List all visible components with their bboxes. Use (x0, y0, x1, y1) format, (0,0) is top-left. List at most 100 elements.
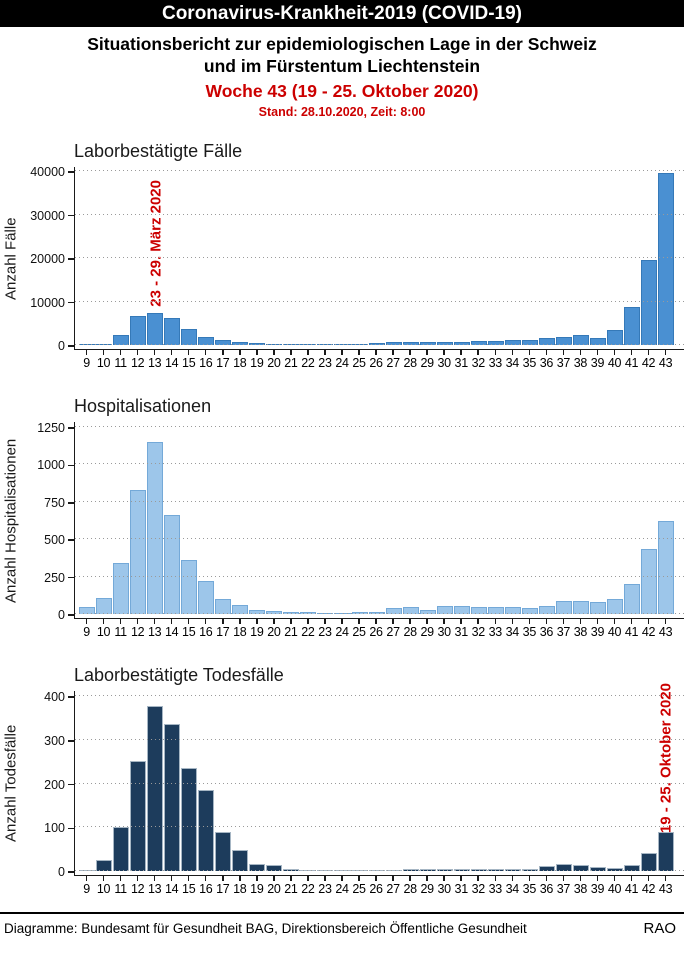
x-tick-week-28: 28 (402, 619, 419, 639)
x-tick-week-43: 43 (657, 350, 674, 370)
bar-week-10 (96, 860, 113, 871)
x-tick-week-21: 21 (282, 876, 299, 896)
x-tick-mark (494, 876, 497, 881)
x-tick-mark (528, 350, 531, 355)
x-tick-week-35: 35 (521, 876, 538, 896)
x-tick-week-14: 14 (163, 350, 180, 370)
bar-week-38 (572, 601, 589, 614)
bar-week-11 (113, 335, 130, 345)
x-tick-mark (153, 619, 156, 624)
bar-week-20 (266, 610, 283, 614)
bar-week-15 (181, 768, 198, 871)
x-tick-mark (426, 876, 428, 881)
x-tick-mark (222, 350, 224, 355)
x-tick-mark (119, 876, 122, 881)
bar-week-39 (589, 602, 606, 614)
y-tick-mark (68, 576, 74, 579)
bar-week-36 (538, 866, 555, 871)
gridline (75, 613, 684, 614)
x-tick-week-33: 33 (487, 876, 504, 896)
x-tick-week-24: 24 (333, 619, 350, 639)
bar-week-42 (641, 852, 658, 871)
x-tick-week-22: 22 (299, 350, 316, 370)
y-tick-label: 10000 (30, 295, 74, 311)
x-tick-week-23: 23 (316, 619, 333, 639)
x-tick-week-17: 17 (214, 350, 231, 370)
bar-week-41 (624, 306, 641, 345)
y-tick-mark (68, 301, 74, 304)
x-tick-mark (222, 619, 224, 624)
x-tick-week-12: 12 (129, 350, 146, 370)
y-tick-label: 0 (58, 338, 74, 354)
bar-week-13 (147, 312, 164, 345)
y-tick-mark (68, 345, 74, 347)
x-tick-mark (153, 350, 156, 355)
x-tick-mark (426, 350, 428, 355)
x-tick-mark (307, 876, 309, 881)
y-axis-ticks: 0 250 500 750 1000 1250 (22, 421, 74, 622)
bar-week-12 (130, 760, 147, 871)
gridline (75, 575, 684, 577)
bar-week-32 (470, 341, 487, 345)
bar-week-28 (402, 341, 419, 345)
x-tick-mark (630, 876, 633, 881)
bar-week-39 (589, 337, 606, 345)
x-tick-week-13: 13 (146, 350, 163, 370)
x-tick-week-15: 15 (180, 619, 197, 639)
y-tick-label: 750 (44, 495, 74, 511)
x-tick-week-31: 31 (453, 350, 470, 370)
y-tick-label: 20000 (30, 251, 74, 267)
gridline (75, 170, 684, 171)
x-tick-mark (256, 619, 258, 624)
x-tick-mark (443, 350, 445, 355)
chart-hospitalisations: Hospitalisationen Anzahl Hospitalisation… (0, 396, 684, 639)
x-tick-mark (647, 876, 650, 881)
x-tick-mark (239, 876, 241, 881)
bar-week-34 (504, 868, 521, 871)
x-tick-week-38: 38 (572, 350, 589, 370)
x-tick-week-10: 10 (95, 350, 112, 370)
x-tick-mark (596, 876, 599, 881)
bar-week-37 (555, 336, 572, 345)
x-tick-week-9: 9 (78, 619, 95, 639)
x-tick-week-41: 41 (623, 619, 640, 639)
x-tick-mark (511, 876, 514, 881)
bar-week-36 (538, 605, 555, 614)
x-tick-mark (239, 619, 241, 624)
bar-week-30 (436, 868, 453, 871)
x-tick-week-17: 17 (214, 876, 231, 896)
x-tick-mark (204, 619, 207, 624)
bar-week-41 (624, 584, 641, 614)
bar-week-38 (572, 865, 589, 871)
period-annotation: 23 - 29. März 2020 (147, 180, 164, 307)
x-tick-mark (579, 619, 582, 624)
x-tick-week-18: 18 (231, 350, 248, 370)
y-tick-label: 40000 (30, 164, 74, 180)
bar-week-30 (436, 605, 453, 614)
x-tick-week-25: 25 (351, 350, 368, 370)
x-tick-week-28: 28 (402, 876, 419, 896)
x-tick-mark (647, 619, 650, 624)
bar-week-10 (96, 598, 113, 614)
report-timestamp: Stand: 28.10.2020, Zeit: 8:00 (258, 105, 426, 119)
x-tick-week-39: 39 (589, 619, 606, 639)
x-tick-mark (528, 619, 531, 624)
x-tick-week-11: 11 (112, 876, 129, 896)
y-tick-label: 200 (44, 777, 74, 793)
bar-week-11 (113, 563, 130, 614)
y-tick-label: 500 (44, 532, 74, 548)
gridline (75, 463, 684, 465)
bar-week-39 (589, 866, 606, 871)
x-tick-mark (187, 619, 190, 624)
y-axis-title: Anzahl Todesfälle (2, 724, 20, 843)
bar-week-32 (470, 868, 487, 871)
subtitle-line-2: und im Fürstentum Liechtenstein (203, 56, 481, 76)
x-tick-week-35: 35 (521, 619, 538, 639)
y-tick-label: 0 (58, 864, 74, 880)
x-tick-week-32: 32 (470, 619, 487, 639)
x-tick-mark (170, 876, 173, 881)
x-tick-mark (545, 350, 548, 355)
bar-week-37 (555, 864, 572, 871)
x-tick-mark (187, 350, 190, 355)
y-axis-title: Anzahl Hospitalisationen (2, 438, 20, 603)
